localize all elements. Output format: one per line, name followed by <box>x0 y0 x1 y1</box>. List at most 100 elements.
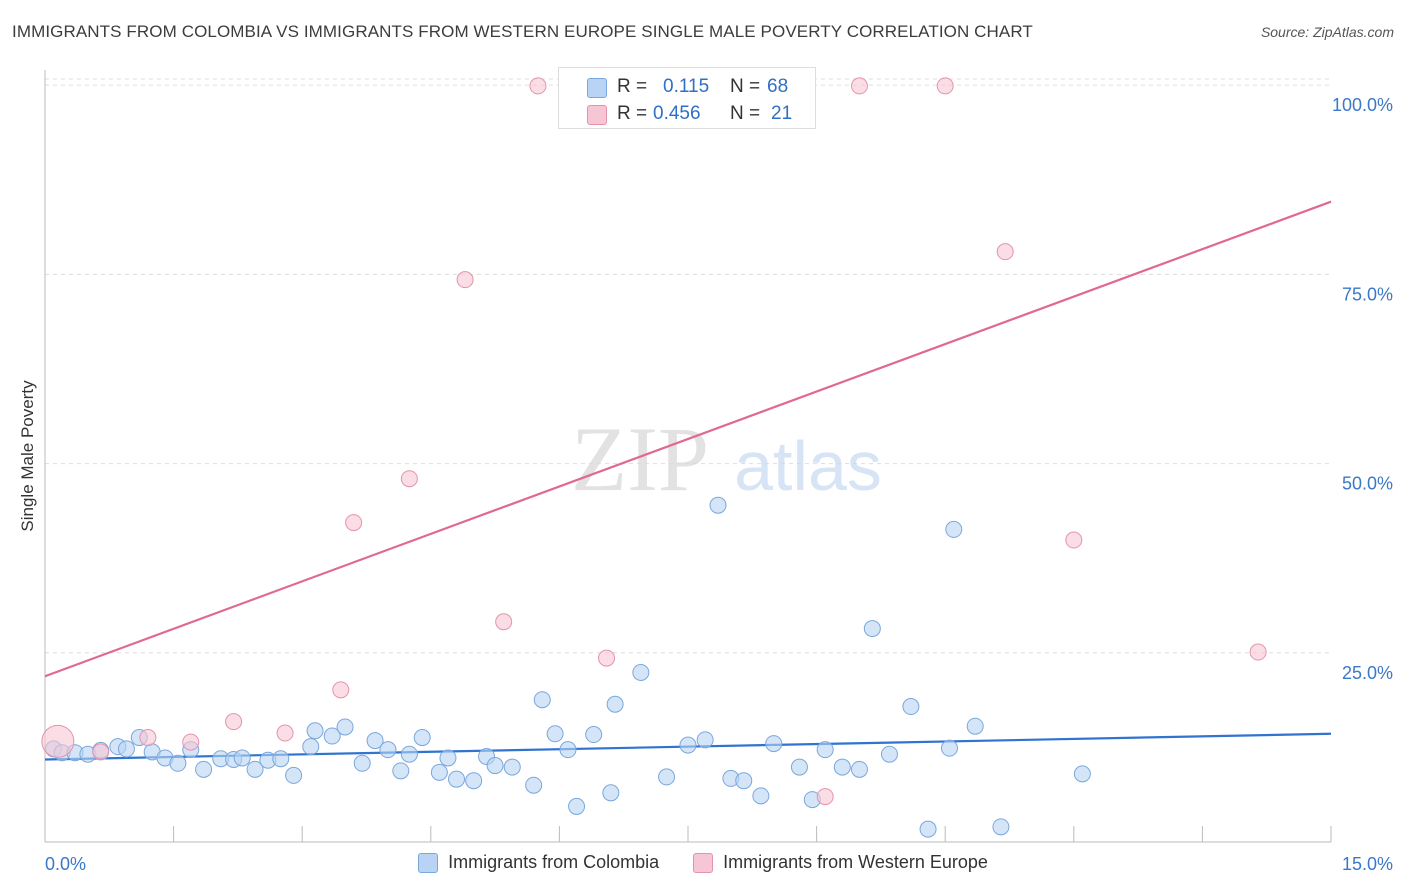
point-western-europe <box>225 713 243 731</box>
stats-r-value: 0.456 <box>653 103 701 124</box>
stats-row-western-europe: R = 0.456 N = 21 <box>587 103 807 127</box>
point-western-europe <box>182 733 200 751</box>
point-colombia <box>413 729 431 747</box>
stats-r-value: 0.115 <box>663 76 710 97</box>
point-colombia <box>585 726 603 744</box>
stats-r-label: R = <box>617 103 648 124</box>
x-tick-label: 0.0% <box>45 854 86 874</box>
point-colombia <box>1073 765 1091 783</box>
point-colombia <box>379 741 397 759</box>
point-western-europe <box>1249 643 1267 661</box>
trend-line-western-europe <box>44 200 1332 678</box>
y-tick-label: 100.0% <box>1332 95 1393 115</box>
point-colombia <box>233 749 251 767</box>
point-colombia <box>945 520 963 538</box>
point-colombia <box>486 757 504 775</box>
point-western-europe <box>936 77 954 95</box>
point-colombia <box>709 496 727 514</box>
data-points <box>41 77 1267 838</box>
watermark-atlas: atlas <box>734 427 882 505</box>
legend-label-colombia: Immigrants from Colombia <box>448 852 660 872</box>
point-western-europe <box>400 470 418 488</box>
legend-swatch-blue <box>418 852 439 873</box>
stats-swatch-blue <box>587 78 607 98</box>
point-colombia <box>306 722 324 740</box>
point-colombia <box>430 763 448 781</box>
point-colombia <box>366 732 384 750</box>
point-western-europe <box>816 788 834 806</box>
point-colombia <box>246 760 264 778</box>
point-western-europe <box>598 649 616 667</box>
watermark: ZIP atlas <box>571 408 882 510</box>
point-western-europe <box>276 724 294 742</box>
point-colombia <box>880 745 898 763</box>
stats-n-value: 68 <box>767 76 789 97</box>
point-colombia <box>752 787 770 805</box>
point-colombia <box>559 741 577 759</box>
point-colombia <box>658 768 676 786</box>
point-colombia <box>272 750 290 768</box>
point-colombia <box>465 772 483 790</box>
point-colombia <box>606 695 624 713</box>
y-axis-label: Single Male Poverty <box>18 380 37 532</box>
point-western-europe <box>529 77 547 95</box>
point-colombia <box>679 736 697 754</box>
point-colombia <box>568 797 586 815</box>
stats-legend-box: R = 0.115 N = 68 R = 0.456 N = 21 <box>558 67 816 129</box>
point-colombia <box>525 776 543 794</box>
point-colombia <box>790 758 808 776</box>
point-colombia <box>902 698 920 716</box>
point-colombia <box>940 739 958 757</box>
point-western-europe <box>345 514 363 532</box>
legend-item-western-europe: Immigrants from Western Europe <box>693 852 988 873</box>
point-colombia <box>850 760 868 778</box>
stats-n-label: N = <box>730 103 761 124</box>
point-colombia <box>735 772 753 790</box>
y-tick-label: 25.0% <box>1342 663 1393 683</box>
y-tick-label: 75.0% <box>1342 284 1393 304</box>
chart-legend: Immigrants from Colombia Immigrants from… <box>0 852 1406 873</box>
point-western-europe <box>495 613 513 631</box>
point-western-europe <box>92 743 110 761</box>
point-colombia <box>816 741 834 759</box>
point-colombia <box>400 745 418 763</box>
chart-title: IMMIGRANTS FROM COLOMBIA VS IMMIGRANTS F… <box>12 22 1033 41</box>
point-colombia <box>503 758 521 776</box>
point-colombia <box>117 740 135 758</box>
stats-swatch-pink <box>587 105 607 125</box>
stats-n-label: N = <box>730 76 761 97</box>
x-tick-label: 15.0% <box>1342 854 1393 874</box>
stats-r-label: R = <box>617 76 648 97</box>
point-colombia <box>323 727 341 745</box>
point-colombia <box>992 818 1010 836</box>
point-colombia <box>392 762 410 780</box>
point-western-europe <box>139 729 157 747</box>
point-western-europe <box>41 724 75 758</box>
point-colombia <box>833 758 851 776</box>
point-colombia <box>696 731 714 749</box>
stats-n-value: 21 <box>771 103 793 124</box>
point-colombia <box>602 784 620 802</box>
axis-labels: Single Male Poverty 25.0% 50.0% 75.0% 100.0… <box>18 95 1393 874</box>
watermark-zip: ZIP <box>571 408 709 510</box>
y-tick-label: 50.0% <box>1342 474 1393 494</box>
point-western-europe <box>850 77 868 95</box>
point-western-europe <box>996 243 1014 261</box>
point-colombia <box>336 718 354 736</box>
grid-lines <box>45 78 1331 654</box>
point-colombia <box>439 749 457 767</box>
stats-row-colombia: R = 0.115 N = 68 <box>587 76 807 100</box>
point-colombia <box>765 735 783 753</box>
point-colombia <box>353 754 371 772</box>
source-label: Source: ZipAtlas.com <box>1260 24 1394 40</box>
point-colombia <box>448 770 466 788</box>
point-colombia <box>302 738 320 756</box>
point-colombia <box>195 760 213 778</box>
point-colombia <box>533 691 551 709</box>
legend-item-colombia: Immigrants from Colombia <box>418 852 659 873</box>
point-colombia <box>863 620 881 638</box>
point-colombia <box>169 754 187 772</box>
point-colombia <box>285 766 303 784</box>
point-western-europe <box>332 681 350 699</box>
